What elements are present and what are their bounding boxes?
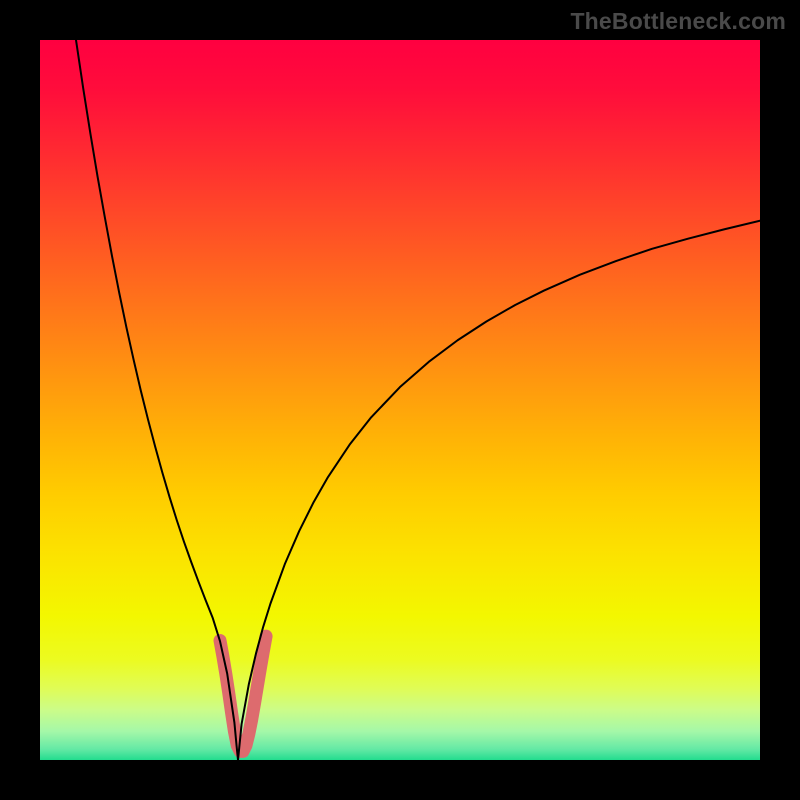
bottleneck-chart [40, 40, 760, 760]
watermark-label: TheBottleneck.com [570, 8, 786, 35]
figure-container: TheBottleneck.com [0, 0, 800, 800]
gradient-background [40, 40, 760, 760]
plot-area [40, 40, 760, 760]
